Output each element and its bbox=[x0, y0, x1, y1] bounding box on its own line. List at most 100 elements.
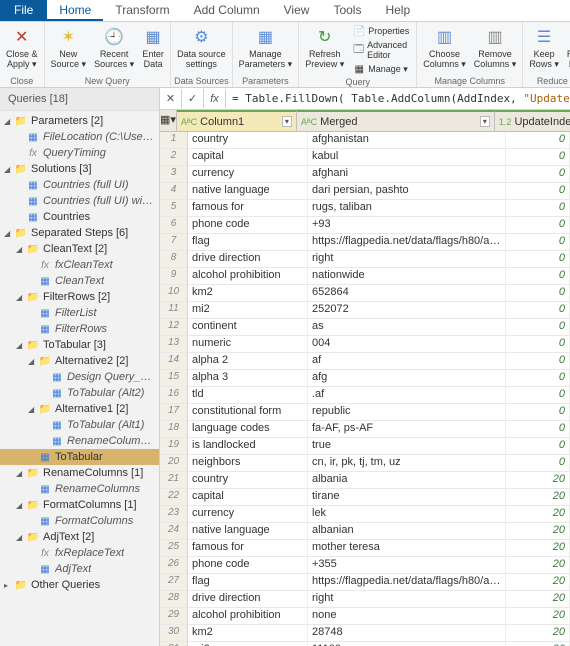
cell[interactable]: 20 bbox=[506, 540, 570, 556]
cell[interactable]: neighbors bbox=[188, 455, 308, 471]
cell[interactable]: mi2 bbox=[188, 302, 308, 318]
cell[interactable]: afg bbox=[308, 370, 506, 386]
cell[interactable]: constitutional form bbox=[188, 404, 308, 420]
cell[interactable]: none bbox=[308, 608, 506, 624]
remove-columns-button[interactable]: ▥RemoveColumns ▾ bbox=[471, 24, 520, 71]
table-row[interactable]: 24native languagealbanian20 bbox=[160, 523, 570, 540]
advanced-editor-button[interactable]: 🗔Advanced Editor bbox=[351, 39, 411, 61]
cell[interactable]: https://flagpedia.net/data/flags/h80/al.… bbox=[308, 574, 506, 590]
table-row[interactable]: 14alpha 2af0 bbox=[160, 353, 570, 370]
formula-expand-icon[interactable]: ✕ bbox=[160, 89, 182, 108]
column-header[interactable]: AᴮCMerged▾ bbox=[297, 110, 495, 131]
cell[interactable]: afghani bbox=[308, 166, 506, 182]
table-row[interactable]: 6phone code+930 bbox=[160, 217, 570, 234]
table-row[interactable]: 16tld.af0 bbox=[160, 387, 570, 404]
cell[interactable]: 20 bbox=[506, 557, 570, 573]
cell[interactable]: 0 bbox=[506, 149, 570, 165]
cell[interactable]: native language bbox=[188, 523, 308, 539]
column-header[interactable]: AᴮCColumn1▾ bbox=[177, 110, 297, 131]
cell[interactable]: 20 bbox=[506, 523, 570, 539]
fx-icon[interactable]: fx bbox=[204, 90, 226, 108]
tree-item[interactable]: ▦RenameColumns bbox=[0, 481, 159, 497]
table-row[interactable]: 9alcohol prohibitionnationwide0 bbox=[160, 268, 570, 285]
table-row[interactable]: 25famous formother teresa20 bbox=[160, 540, 570, 557]
tree-item[interactable]: ◢📁FormatColumns [1] bbox=[0, 497, 159, 513]
cell[interactable]: true bbox=[308, 438, 506, 454]
cell[interactable]: 0 bbox=[506, 183, 570, 199]
cell[interactable]: tld bbox=[188, 387, 308, 403]
tree-item[interactable]: ◢📁AdjText [2] bbox=[0, 529, 159, 545]
cell[interactable]: numeric bbox=[188, 336, 308, 352]
cell[interactable]: flag bbox=[188, 574, 308, 590]
cell[interactable]: 0 bbox=[506, 438, 570, 454]
cell[interactable]: 20 bbox=[506, 591, 570, 607]
table-row[interactable]: 1countryafghanistan0 bbox=[160, 132, 570, 149]
cell[interactable]: republic bbox=[308, 404, 506, 420]
cell[interactable]: currency bbox=[188, 166, 308, 182]
refresh-preview-button[interactable]: ↻RefreshPreview ▾ bbox=[302, 24, 347, 76]
tree-item[interactable]: ◢📁Parameters [2] bbox=[0, 113, 159, 129]
table-row[interactable]: 3currencyafghani0 bbox=[160, 166, 570, 183]
cell[interactable]: 004 bbox=[308, 336, 506, 352]
cell[interactable]: cn, ir, pk, tj, tm, uz bbox=[308, 455, 506, 471]
cell[interactable]: mother teresa bbox=[308, 540, 506, 556]
cell[interactable]: 20 bbox=[506, 625, 570, 641]
tree-item[interactable]: ◢📁CleanText [2] bbox=[0, 241, 159, 257]
cell[interactable]: lek bbox=[308, 506, 506, 522]
cell[interactable]: rugs, taliban bbox=[308, 200, 506, 216]
table-row[interactable]: 29alcohol prohibitionnone20 bbox=[160, 608, 570, 625]
manage-button[interactable]: ▦Manage ▾ bbox=[351, 62, 411, 76]
tree-item[interactable]: fxfxReplaceText bbox=[0, 545, 159, 561]
table-row[interactable]: 17constitutional formrepublic0 bbox=[160, 404, 570, 421]
tree-item[interactable]: ▦FileLocation (C:\Users\L... bbox=[0, 129, 159, 145]
column-header[interactable]: 1.2UpdateIndex▾ bbox=[495, 110, 570, 131]
tree-item[interactable]: ◢📁Alternative1 [2] bbox=[0, 401, 159, 417]
cell[interactable]: 20 bbox=[506, 574, 570, 590]
cell[interactable]: 0 bbox=[506, 132, 570, 148]
tree-item[interactable]: ▦AdjText bbox=[0, 561, 159, 577]
table-row[interactable]: 23currencylek20 bbox=[160, 506, 570, 523]
cell[interactable]: 20 bbox=[506, 489, 570, 505]
cell[interactable]: 0 bbox=[506, 166, 570, 182]
cell[interactable]: currency bbox=[188, 506, 308, 522]
cell[interactable]: alcohol prohibition bbox=[188, 268, 308, 284]
choose-columns-button[interactable]: ▥ChooseColumns ▾ bbox=[420, 24, 469, 71]
recent-sources-button[interactable]: 🕘RecentSources ▾ bbox=[91, 24, 137, 71]
cell[interactable]: 20 bbox=[506, 506, 570, 522]
new-source-button[interactable]: ✶NewSource ▾ bbox=[48, 24, 90, 71]
cell[interactable]: phone code bbox=[188, 217, 308, 233]
cell[interactable]: 0 bbox=[506, 200, 570, 216]
tree-item[interactable]: ▦ToTabular (Alt2) bbox=[0, 385, 159, 401]
tree-item[interactable]: ▦ToTabular bbox=[0, 449, 159, 465]
cell[interactable]: 0 bbox=[506, 387, 570, 403]
filter-dropdown-icon[interactable]: ▾ bbox=[480, 116, 490, 127]
cell[interactable]: 28748 bbox=[308, 625, 506, 641]
data-grid[interactable]: 1countryafghanistan02capitalkabul03curre… bbox=[160, 132, 570, 646]
cell[interactable]: native language bbox=[188, 183, 308, 199]
table-row[interactable]: 2capitalkabul0 bbox=[160, 149, 570, 166]
rownum-header[interactable]: ▦▾ bbox=[160, 110, 177, 131]
tree-item[interactable]: ◢📁FilterRows [2] bbox=[0, 289, 159, 305]
cell[interactable]: 0 bbox=[506, 404, 570, 420]
cell[interactable]: nationwide bbox=[308, 268, 506, 284]
tree-item[interactable]: ◢📁Separated Steps [6] bbox=[0, 225, 159, 241]
tree-item[interactable]: fxQueryTiming bbox=[0, 145, 159, 161]
table-row[interactable]: 15alpha 3afg0 bbox=[160, 370, 570, 387]
data-source-settings-button[interactable]: ⚙Data sourcesettings bbox=[174, 24, 229, 71]
cell[interactable]: 20 bbox=[506, 608, 570, 624]
tree-item[interactable]: ▦Countries bbox=[0, 209, 159, 225]
cell[interactable]: .af bbox=[308, 387, 506, 403]
cell[interactable]: right bbox=[308, 251, 506, 267]
cell[interactable]: 0 bbox=[506, 421, 570, 437]
cell[interactable]: albanian bbox=[308, 523, 506, 539]
cell[interactable]: tirane bbox=[308, 489, 506, 505]
cell[interactable]: 0 bbox=[506, 370, 570, 386]
table-row[interactable]: 31mi21110020 bbox=[160, 642, 570, 646]
cell[interactable]: is landlocked bbox=[188, 438, 308, 454]
cell[interactable]: alpha 2 bbox=[188, 353, 308, 369]
menu-tab-help[interactable]: Help bbox=[373, 0, 422, 21]
cell[interactable]: country bbox=[188, 472, 308, 488]
cell[interactable]: +355 bbox=[308, 557, 506, 573]
cell[interactable]: language codes bbox=[188, 421, 308, 437]
menu-tab-tools[interactable]: Tools bbox=[321, 0, 373, 21]
